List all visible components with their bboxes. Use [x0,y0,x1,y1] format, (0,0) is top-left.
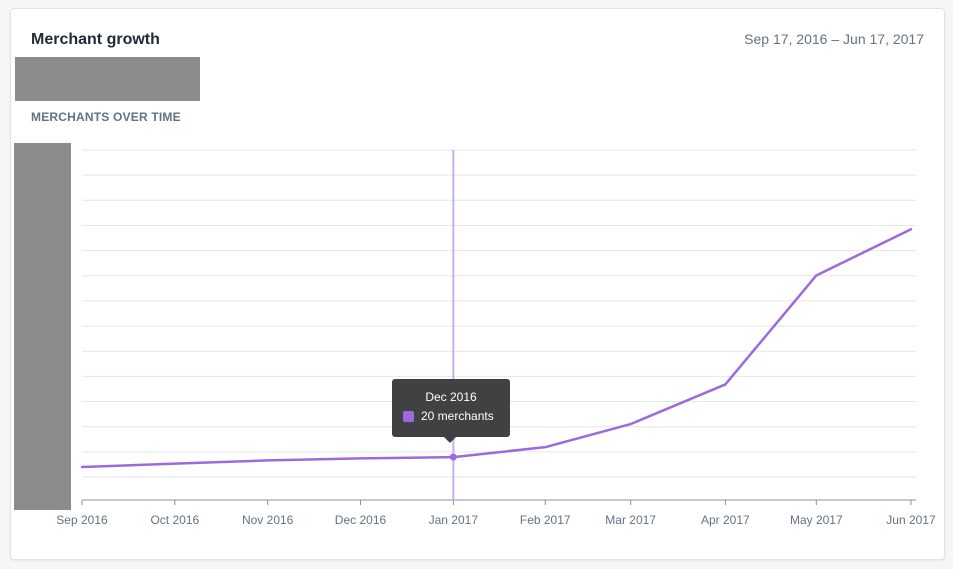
redacted-axis-block [14,143,71,510]
chart-tooltip: Dec 2016 20 merchants [392,379,510,443]
series-swatch-icon [403,410,414,422]
x-tick-label: Dec 2016 [335,513,387,527]
x-tick-label: Feb 2017 [520,513,571,527]
merchant-growth-card: Merchant growth Sep 17, 2016 – Jun 17, 2… [10,8,945,560]
redacted-block [15,57,200,101]
x-tick-label: May 2017 [790,513,843,527]
tooltip-date: Dec 2016 [425,390,477,404]
series-line [80,227,913,469]
chart-subtitle: MERCHANTS OVER TIME [31,110,181,124]
x-tick-label: Mar 2017 [605,513,656,527]
x-tick-label: Nov 2016 [242,513,294,527]
x-tick-label: Oct 2016 [150,513,199,527]
x-tick-label: Apr 2017 [701,513,750,527]
highlighted-data-point [449,453,457,461]
x-tick-label: Jun 2017 [886,513,936,527]
line-chart[interactable]: Sep 2016 Oct 2016 Nov 2016 Dec 2016 Jan 2017… [11,9,944,559]
card-title: Merchant growth [31,31,160,48]
tooltip-row: 20 merchants [403,409,494,423]
date-range[interactable]: Sep 17, 2016 – Jun 17, 2017 [744,31,924,47]
tooltip-value: 20 merchants [421,409,494,423]
x-tick-label: Jan 2017 [429,513,479,527]
x-tick-label: Sep 2016 [56,513,108,527]
